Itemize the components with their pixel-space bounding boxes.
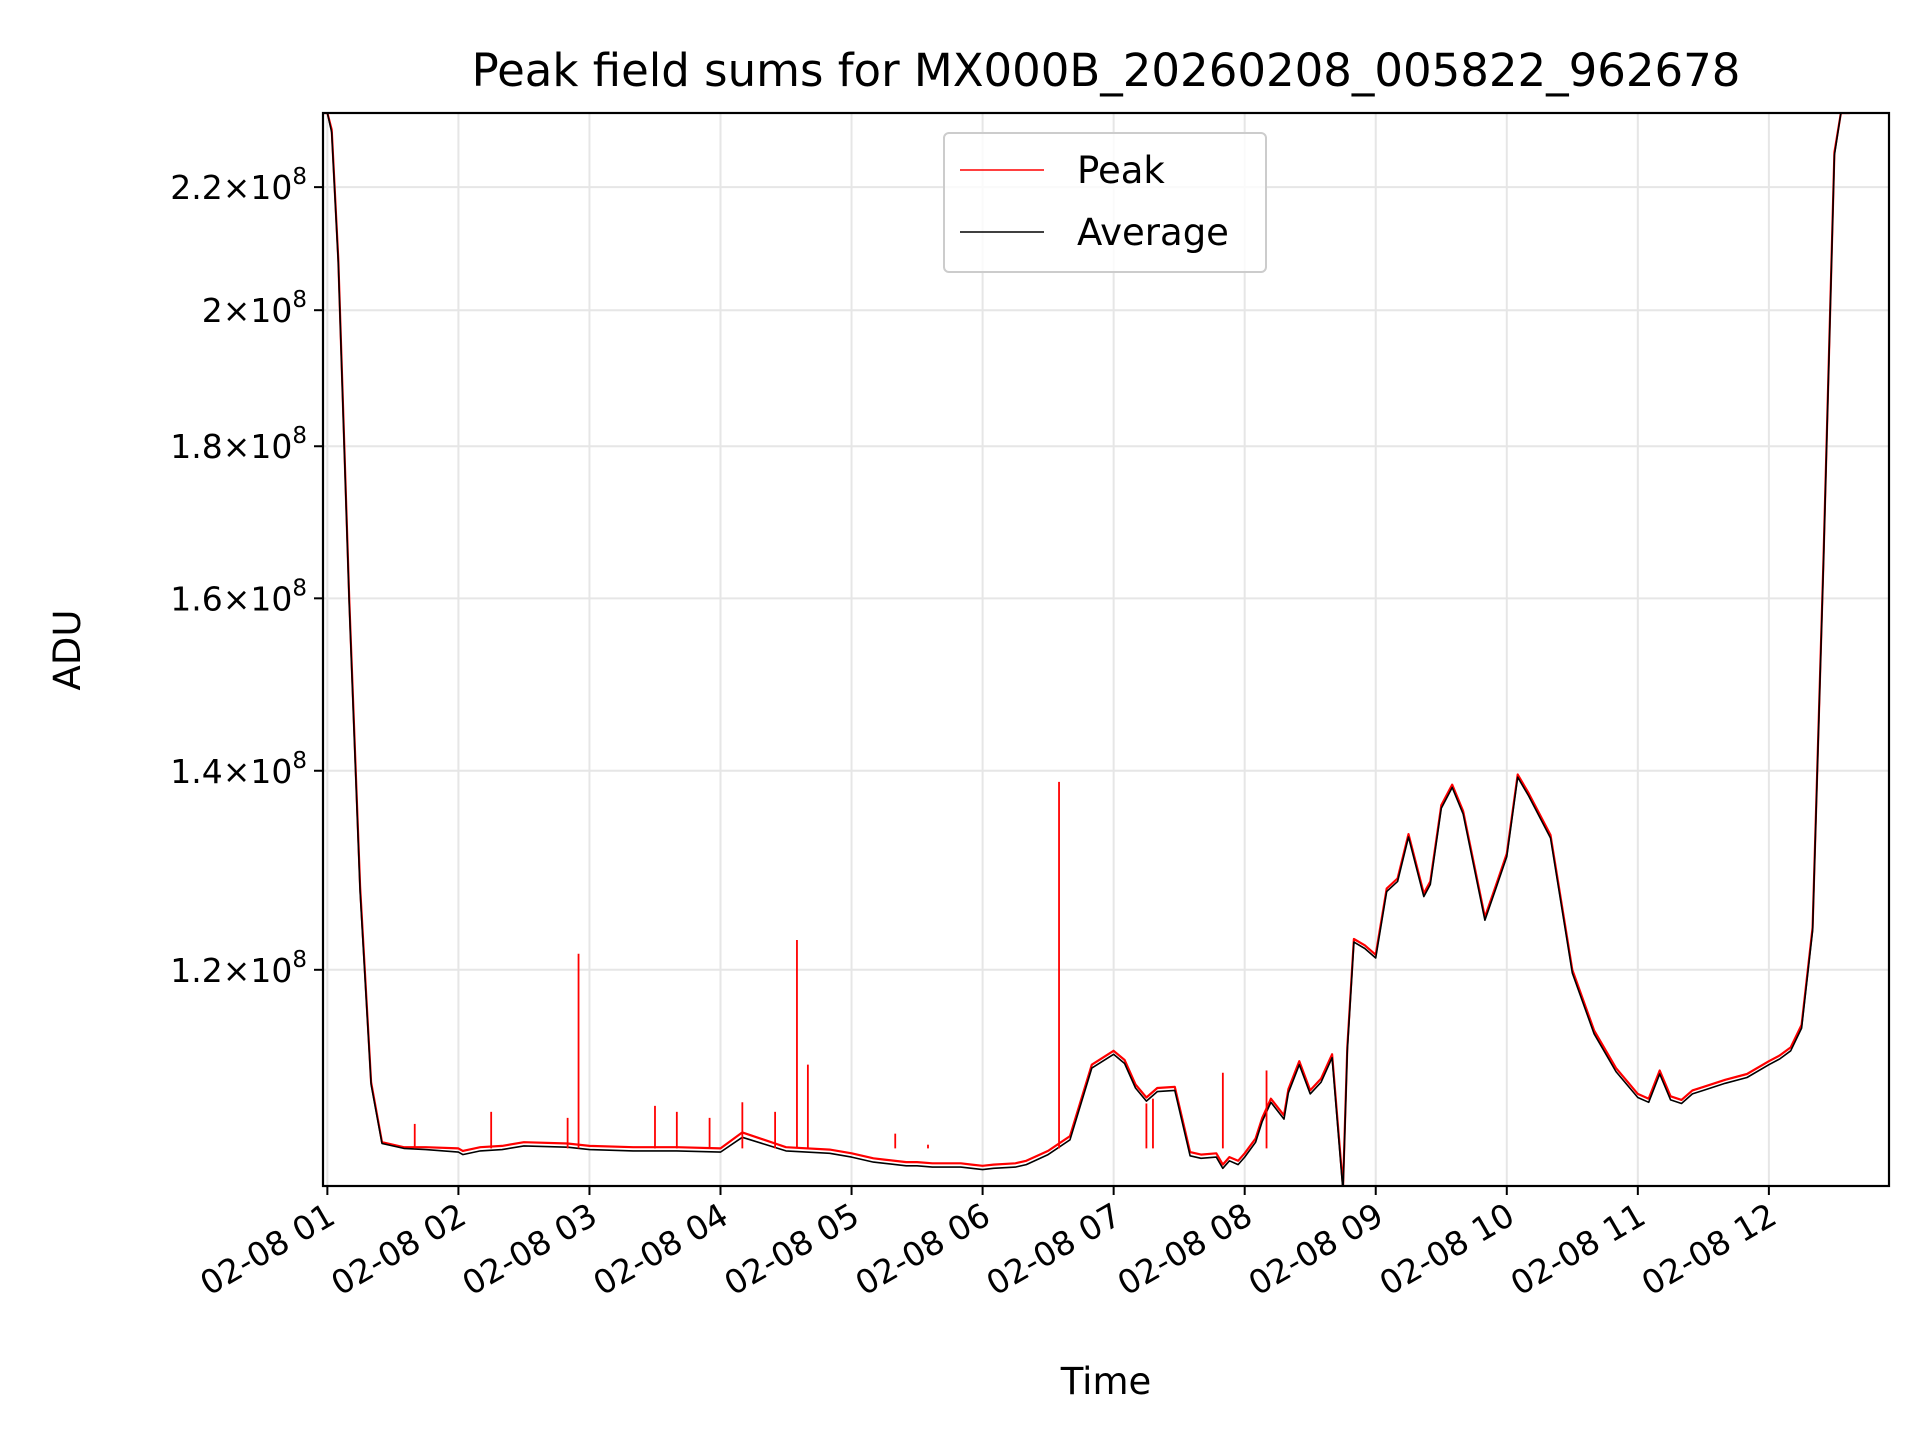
y-tick-times: ×10 [223, 951, 293, 990]
y-tick-label: 1.4×108 [170, 748, 307, 791]
series-layer [323, 113, 1850, 1186]
chart-title: Peak field sums for MX000B_20260208_0058… [472, 44, 1741, 97]
y-axis-label: ADU [46, 610, 89, 691]
series-line-peak [323, 113, 1850, 1186]
y-tick-times: ×10 [223, 291, 293, 330]
y-tick-exponent: 8 [292, 423, 307, 449]
y-tick-times: ×10 [223, 579, 293, 618]
y-tick-mantissa: 1.6 [170, 579, 222, 618]
y-tick-mantissa: 1.8 [170, 427, 222, 466]
y-tick-times: ×10 [223, 427, 293, 466]
y-tick-times: ×10 [223, 168, 293, 207]
y-tick-exponent: 8 [292, 575, 307, 601]
y-tick-label: 1.8×108 [170, 423, 307, 466]
y-tick-label: 1.6×108 [170, 575, 307, 618]
series-line-average [323, 113, 1850, 1186]
y-tick-exponent: 8 [292, 748, 307, 774]
y-tick-label: 1.2×108 [170, 947, 307, 990]
y-tick-times: ×10 [223, 752, 293, 791]
y-tick-exponent: 8 [292, 287, 307, 313]
y-tick-mantissa: 1.2 [170, 951, 222, 990]
y-tick-mantissa: 1.4 [170, 752, 222, 791]
y-tick-mantissa: 2.2 [170, 168, 222, 207]
y-tick-label: 2×108 [202, 287, 307, 330]
grid [323, 113, 1889, 1186]
y-tick-exponent: 8 [292, 947, 307, 973]
y-tick-exponent: 8 [292, 164, 307, 190]
plot-frame [321, 111, 1891, 1188]
legend: Peak Average [943, 132, 1267, 273]
y-tick-mantissa: 2 [202, 291, 223, 330]
legend-box [943, 132, 1267, 273]
y-tick-label: 2.2×108 [170, 164, 307, 207]
x-axis-label: Time [1060, 1360, 1152, 1403]
legend-label-average: Average [1077, 211, 1229, 254]
legend-label-peak: Peak [1077, 149, 1165, 192]
